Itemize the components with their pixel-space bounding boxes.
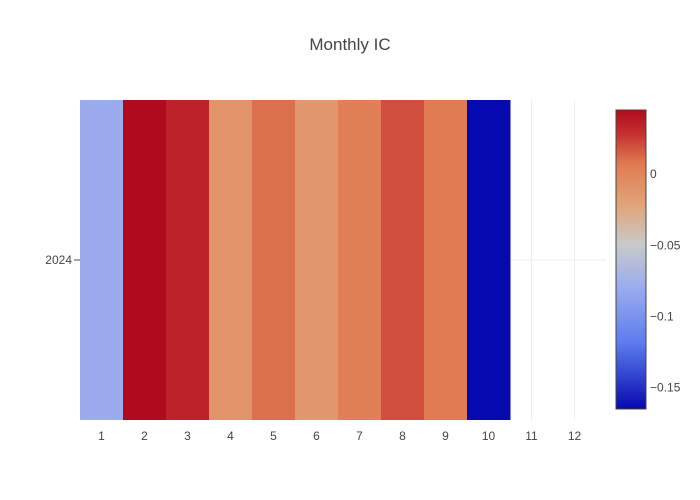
colorbar-tick-label: −0.15 — [650, 381, 681, 395]
heatmap-cell — [252, 100, 296, 420]
colorbar-tick-label: −0.05 — [650, 238, 681, 252]
x-tick-label: 7 — [356, 429, 363, 443]
heatmap-cell — [424, 100, 468, 420]
x-tick-label: 3 — [184, 429, 191, 443]
x-tick-label: 4 — [227, 429, 234, 443]
colorbar: 0 −0.05 −0.1 −0.15 — [615, 109, 681, 410]
y-tick-label: 2024 — [45, 253, 72, 267]
heatmap-cell — [166, 100, 210, 420]
x-axis: 1 2 3 4 5 6 7 8 9 10 11 12 — [98, 429, 581, 443]
heatmap-cell — [80, 100, 124, 420]
heatmap-cell — [209, 100, 253, 420]
colorbar-tick-label: 0 — [650, 167, 657, 181]
x-tick-label: 8 — [399, 429, 406, 443]
x-tick-label: 11 — [525, 429, 538, 443]
x-tick-label: 6 — [313, 429, 320, 443]
x-tick-label: 12 — [568, 429, 582, 443]
x-tick-label: 10 — [482, 429, 496, 443]
heatmap-cell — [295, 100, 339, 420]
plot-area — [80, 100, 606, 420]
chart-title: Monthly IC — [309, 35, 390, 54]
x-tick-label: 5 — [270, 429, 277, 443]
x-tick-label: 1 — [98, 429, 105, 443]
x-tick-label: 2 — [141, 429, 148, 443]
colorbar-gradient — [615, 109, 647, 410]
heatmap-cell — [338, 100, 382, 420]
heatmap-cell — [467, 100, 511, 420]
y-axis: 2024 — [45, 253, 80, 267]
colorbar-tick-label: −0.1 — [650, 309, 674, 323]
heatmap-cell — [381, 100, 425, 420]
x-tick-label: 9 — [442, 429, 449, 443]
heatmap-cell — [123, 100, 167, 420]
